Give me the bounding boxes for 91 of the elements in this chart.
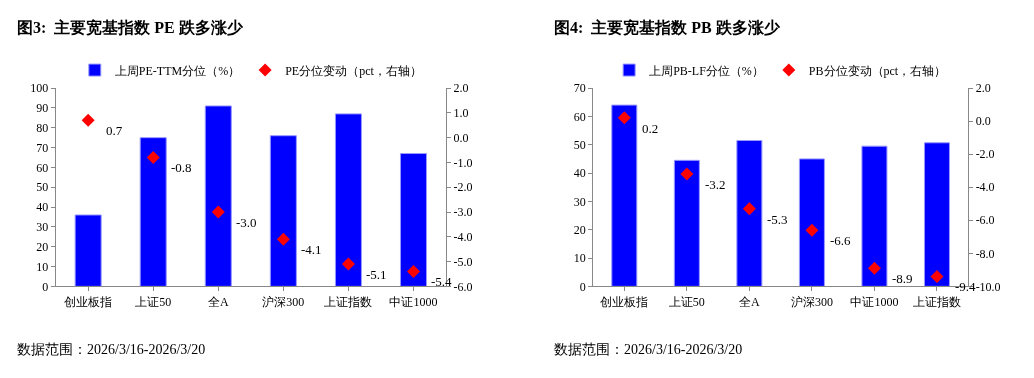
y2-tick-label: -8.0 — [975, 246, 995, 261]
y2-tick-label: 2.0 — [453, 81, 469, 96]
point — [742, 202, 756, 216]
y-tick-label: 30 — [36, 220, 49, 235]
y2-tick-label: -6.0 — [975, 213, 995, 228]
bar — [861, 145, 888, 287]
data-label: -9.4 — [955, 279, 977, 294]
data-label: -6.6 — [830, 233, 852, 248]
y-tick-label: 60 — [36, 160, 49, 175]
y-tick-label: 10 — [36, 259, 49, 274]
y-tick-label: 0 — [42, 279, 49, 294]
y2-tick-label: -1.0 — [453, 155, 473, 170]
x-tick-label: 全A — [739, 294, 761, 309]
x-tick-label: 全A — [207, 294, 229, 309]
y-tick-label: 40 — [573, 166, 586, 181]
data-label: -5.4 — [431, 274, 453, 289]
x-tick-label: 创业板指 — [64, 294, 113, 309]
bar — [269, 135, 297, 287]
y2-tick-label: 2.0 — [975, 81, 991, 96]
y-tick-label: 70 — [36, 140, 49, 155]
legend-label: 上周PE-TTM分位（%） — [114, 63, 241, 78]
y2-tick-label: -5.0 — [453, 254, 473, 269]
y2-tick-label: -10.0 — [975, 279, 1001, 294]
point — [680, 167, 694, 181]
data-label: 0.2 — [642, 121, 659, 136]
bar — [673, 159, 700, 287]
bar — [923, 142, 950, 287]
point — [406, 264, 420, 278]
x-tick-label: 创业板指 — [600, 294, 649, 309]
data-label: -4.1 — [301, 242, 322, 257]
x-tick-label: 沪深300 — [262, 294, 305, 309]
y2-tick-label: -3.0 — [453, 205, 473, 220]
y2-tick-label: -6.0 — [453, 279, 473, 294]
point — [276, 232, 290, 246]
data-label: -0.8 — [171, 160, 192, 175]
data-label: -8.9 — [892, 271, 913, 286]
point — [930, 269, 944, 283]
y-tick-label: 90 — [36, 101, 49, 116]
y2-tick-label: 0.0 — [453, 130, 469, 145]
point — [341, 257, 355, 271]
bar — [334, 113, 362, 287]
x-tick-label: 中证1000 — [389, 294, 438, 309]
x-tick-label: 上证50 — [135, 294, 172, 309]
y2-tick-label: -2.0 — [453, 180, 473, 195]
y2-tick-label: -4.0 — [975, 180, 995, 195]
y-tick-label: 80 — [36, 120, 49, 135]
legend-label: PB分位变动（pct，右轴） — [808, 63, 947, 78]
y-tick-label: 50 — [36, 180, 49, 195]
legend-label: PE分位变动（pct，右轴） — [285, 63, 422, 78]
bar — [399, 153, 427, 287]
text: 数据范围：2026/3/16-2026/3/20 — [554, 342, 743, 357]
y2-tick-label: 1.0 — [453, 106, 469, 121]
y-tick-label: 20 — [36, 239, 49, 254]
data-label: -5.3 — [767, 212, 788, 227]
data-label: -5.1 — [366, 267, 387, 282]
x-tick-label: 中证1000 — [850, 294, 899, 309]
y-tick-label: 0 — [579, 279, 586, 294]
x-tick-label: 上证50 — [668, 294, 705, 309]
y2-tick-label: 0.0 — [975, 114, 991, 129]
point — [867, 261, 881, 275]
legend-label: 上周PB-LF分位（%） — [649, 63, 764, 78]
data-label: -3.2 — [705, 177, 726, 192]
point — [211, 205, 225, 219]
y-tick-label: 30 — [573, 194, 586, 209]
bar — [74, 214, 102, 287]
bar — [611, 104, 638, 287]
point — [805, 223, 819, 237]
y2-tick-label: -2.0 — [975, 147, 995, 162]
x-tick-label: 沪深300 — [790, 294, 833, 309]
point — [81, 113, 95, 127]
y-tick-label: 100 — [30, 81, 49, 96]
point — [617, 111, 631, 125]
data-label: -3.0 — [236, 215, 257, 230]
bar — [798, 158, 825, 287]
data-label: 0.7 — [106, 123, 123, 138]
y-tick-label: 60 — [573, 109, 586, 124]
y2-tick-label: -4.0 — [453, 229, 473, 244]
text: 数据范围：2026/3/16-2026/3/20 — [17, 342, 206, 357]
bar — [736, 140, 763, 287]
chart-title: 图4: 主要宽基指数 PB 跌多涨少 — [554, 18, 781, 36]
y-tick-label: 70 — [573, 81, 586, 96]
chart-title: 图3: 主要宽基指数 PE 跌多涨少 — [17, 18, 244, 36]
point — [146, 150, 160, 164]
x-tick-label: 上证指数 — [912, 294, 961, 309]
y-tick-label: 50 — [573, 137, 586, 152]
bar — [204, 105, 232, 287]
y-tick-label: 20 — [573, 222, 586, 237]
x-tick-label: 上证指数 — [324, 294, 373, 309]
y-tick-label: 10 — [573, 251, 586, 266]
bar — [139, 137, 167, 287]
y-tick-label: 40 — [36, 200, 49, 215]
